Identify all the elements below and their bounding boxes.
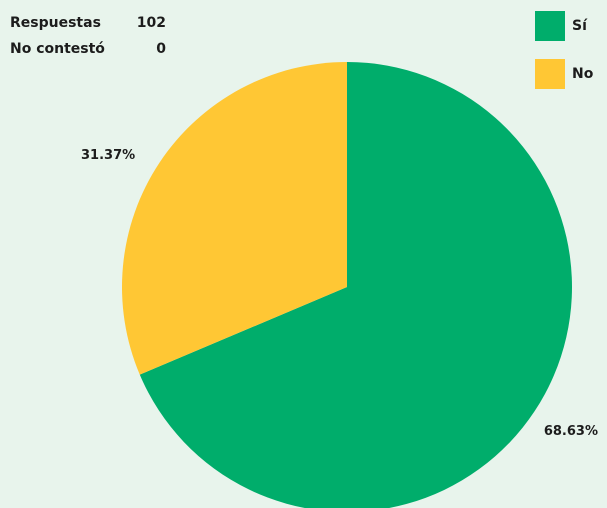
- responses-row: Respuestas 102: [10, 10, 166, 36]
- pie-label-si: 68.63%: [544, 424, 598, 439]
- no-answer-label: No contestó: [10, 41, 105, 57]
- pie-label-no: 31.37%: [81, 148, 135, 163]
- legend-swatch-si: [535, 11, 565, 41]
- responses-label: Respuestas: [10, 15, 101, 31]
- legend-swatch-no: [535, 59, 565, 89]
- response-stats: Respuestas 102 No contestó 0: [10, 10, 166, 62]
- pie-labels: 68.63% 31.37%: [81, 148, 598, 439]
- legend-item-no[interactable]: No: [535, 59, 593, 89]
- legend-item-si[interactable]: Sí: [535, 11, 593, 41]
- pie-slice-si[interactable]: [139, 62, 572, 508]
- legend-label-si: Sí: [572, 18, 587, 34]
- no-answer-value: 0: [156, 41, 166, 57]
- responses-value: 102: [136, 15, 166, 31]
- chart-legend: Sí No: [535, 11, 593, 107]
- pie-slices: [121, 62, 572, 508]
- no-answer-row: No contestó 0: [10, 36, 166, 62]
- pie-slice-no[interactable]: [121, 62, 347, 375]
- legend-label-no: No: [572, 66, 594, 82]
